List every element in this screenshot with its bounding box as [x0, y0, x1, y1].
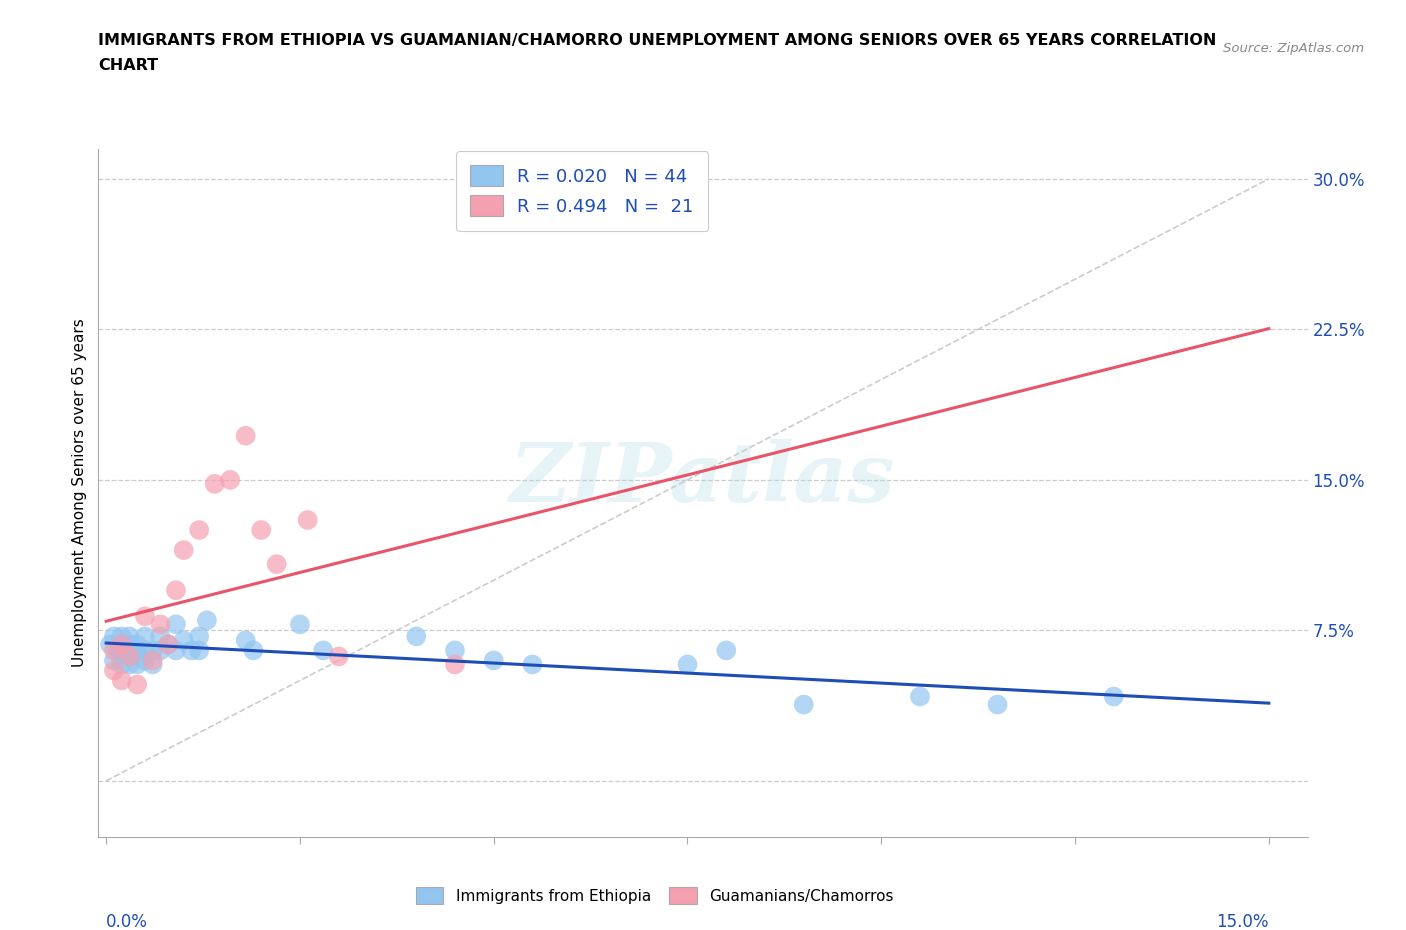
- Point: [405, 629, 427, 644]
- Point: [142, 643, 165, 658]
- Point: [793, 698, 815, 712]
- Point: [118, 657, 141, 671]
- Point: [107, 643, 129, 658]
- Point: [165, 643, 187, 658]
- Point: [103, 643, 125, 658]
- Point: [142, 653, 165, 668]
- Point: [127, 637, 149, 652]
- Text: IMMIGRANTS FROM ETHIOPIA VS GUAMANIAN/CHAMORRO UNEMPLOYMENT AMONG SENIORS OVER 6: IMMIGRANTS FROM ETHIOPIA VS GUAMANIAN/CH…: [98, 33, 1216, 47]
- Point: [134, 609, 156, 624]
- Point: [188, 629, 211, 644]
- Point: [288, 617, 311, 631]
- Point: [103, 629, 125, 644]
- Point: [134, 653, 156, 668]
- Point: [188, 643, 211, 658]
- Point: [444, 657, 467, 671]
- Point: [250, 523, 273, 538]
- Point: [111, 629, 134, 644]
- Point: [522, 657, 544, 671]
- Point: [134, 629, 156, 644]
- Point: [111, 637, 134, 652]
- Point: [111, 657, 134, 671]
- Point: [908, 689, 931, 704]
- Point: [312, 643, 335, 658]
- Text: ZIPatlas: ZIPatlas: [510, 439, 896, 519]
- Point: [127, 657, 149, 671]
- Point: [134, 643, 156, 658]
- Point: [149, 629, 172, 644]
- Point: [180, 643, 202, 658]
- Point: [297, 512, 319, 527]
- Point: [157, 637, 180, 652]
- Point: [118, 649, 141, 664]
- Point: [103, 653, 125, 668]
- Point: [165, 583, 187, 598]
- Point: [204, 476, 226, 491]
- Point: [235, 429, 257, 444]
- Point: [142, 657, 165, 671]
- Point: [676, 657, 699, 671]
- Text: 15.0%: 15.0%: [1216, 913, 1268, 930]
- Point: [173, 542, 195, 557]
- Point: [127, 677, 149, 692]
- Point: [266, 557, 288, 572]
- Point: [188, 523, 211, 538]
- Point: [195, 613, 218, 628]
- Y-axis label: Unemployment Among Seniors over 65 years: Unemployment Among Seniors over 65 years: [72, 319, 87, 668]
- Point: [444, 643, 467, 658]
- Point: [482, 653, 505, 668]
- Point: [111, 673, 134, 688]
- Point: [127, 643, 149, 658]
- Point: [111, 637, 134, 652]
- Point: [242, 643, 264, 658]
- Legend: Immigrants from Ethiopia, Guamanians/Chamorros: Immigrants from Ethiopia, Guamanians/Cha…: [408, 879, 901, 912]
- Text: CHART: CHART: [98, 58, 159, 73]
- Point: [219, 472, 242, 487]
- Text: Source: ZipAtlas.com: Source: ZipAtlas.com: [1223, 42, 1364, 55]
- Point: [98, 637, 121, 652]
- Point: [118, 637, 141, 652]
- Point: [716, 643, 738, 658]
- Point: [1102, 689, 1125, 704]
- Point: [328, 649, 350, 664]
- Text: 0.0%: 0.0%: [107, 913, 148, 930]
- Point: [157, 637, 180, 652]
- Point: [149, 617, 172, 631]
- Point: [173, 633, 195, 648]
- Point: [235, 633, 257, 648]
- Point: [118, 629, 141, 644]
- Point: [149, 643, 172, 658]
- Point: [103, 663, 125, 678]
- Point: [111, 643, 134, 658]
- Point: [986, 698, 1008, 712]
- Point: [165, 617, 187, 631]
- Point: [118, 649, 141, 664]
